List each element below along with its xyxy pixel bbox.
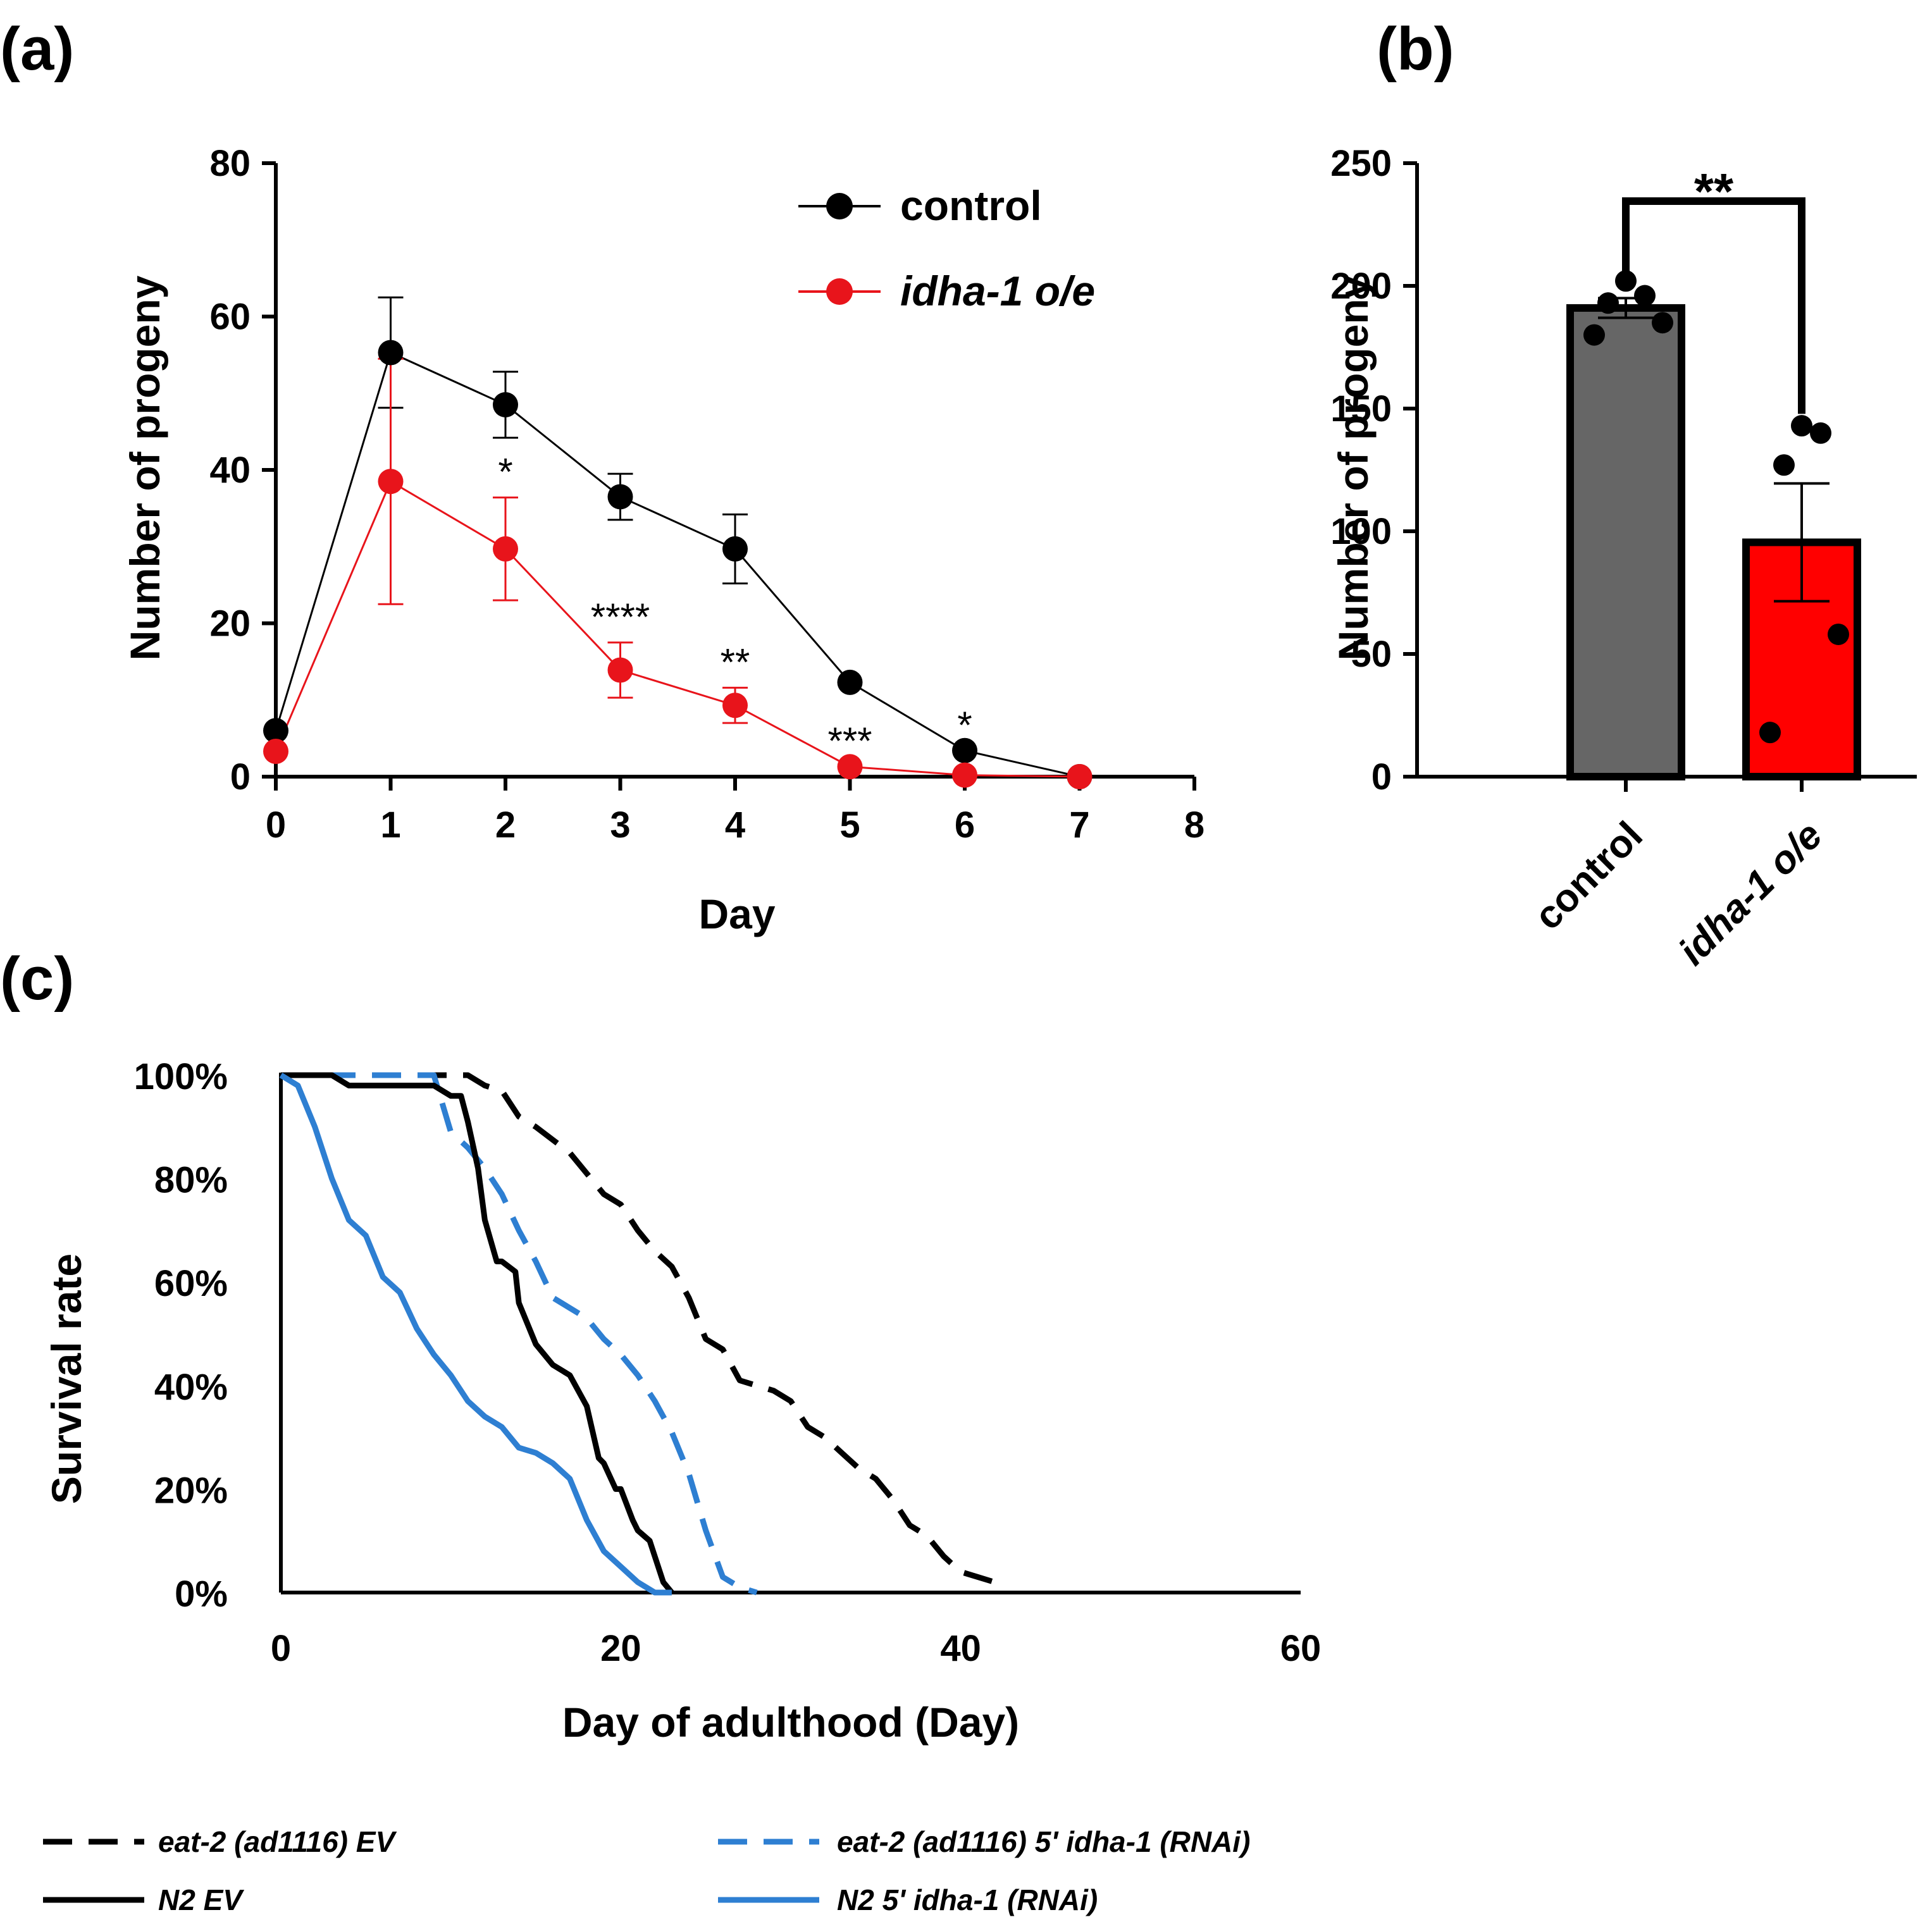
data-point-control (1652, 312, 1673, 334)
panel-a-x-tick-label: 3 (610, 804, 630, 846)
data-point-control (493, 391, 518, 417)
legend-eat2-rnai-label: eat-2 (ad1116) 5' idha-1 (RNAi) (837, 1825, 1250, 1858)
panel-a-label: (a) (0, 15, 74, 83)
survival-curve-n2-5-idha-1-rnai (279, 1073, 672, 1596)
panel-a-y-tick-label: 40 (209, 450, 251, 491)
panel-c-x-tick-label: 0 (271, 1628, 291, 1669)
panel-b-y-tick-label: 200 (1330, 266, 1392, 307)
survival-curve-eat-2-ad1116-ev (281, 1072, 1006, 1594)
panel-c-y-tick-label: 20% (154, 1470, 228, 1511)
panel-a-y-tick-label: 0 (230, 756, 251, 798)
panel-a-x-tick-label: 8 (1184, 804, 1204, 846)
data-point-idha-1-o-e (1067, 764, 1093, 789)
panel-a-x-tick-label: 5 (839, 804, 860, 846)
legend-idha-marker (826, 278, 853, 305)
bar-control (1566, 304, 1685, 781)
panel-b-xcat-idha: idha-1 o/e (1670, 813, 1830, 973)
data-point-idha-1-o-e (1828, 623, 1849, 645)
legend-control-label: control (900, 182, 1042, 229)
panel-b-y-tick-label: 150 (1330, 388, 1392, 429)
significance-bracket (1622, 197, 1805, 414)
panel-a-y-tick-label: 80 (209, 143, 251, 184)
data-point-control (837, 669, 863, 695)
panel-b-y-title: Number of progeny (1330, 275, 1377, 660)
panel-b: (b) 0 50 100 150 200 250 ** Number of progeny… (1330, 15, 1917, 974)
panel-b-y-tick-label: 50 (1351, 634, 1392, 675)
data-point-idha-1-o-e (1773, 454, 1795, 476)
data-point-control (952, 737, 977, 763)
panel-c-legend: eat-2 (ad1116) EV eat-2 (ad1116) 5' idha… (43, 1825, 1250, 1916)
data-point-idha-1-o-e (1810, 422, 1831, 444)
data-point-control (722, 536, 748, 562)
data-point-idha-1-o-e (722, 693, 748, 718)
panel-a-y-tick-label: 60 (209, 297, 251, 338)
data-point-idha-1-o-e (952, 762, 977, 788)
legend-n2-rnai-label: N2 5' idha-1 (RNAi) (837, 1883, 1098, 1916)
panel-c-y-tick-label: 0% (175, 1574, 228, 1615)
survival-curve-n2-ev (281, 1072, 674, 1594)
panel-a-x-tick-label: 6 (955, 804, 975, 846)
panel-c-axes: 0% 20% 40% 60% 80% 100% 0 20 40 60 (134, 1056, 1322, 1669)
panel-a-x-tick-label: 4 (725, 804, 745, 846)
legend-control-marker (826, 193, 853, 219)
significance-label: ** (1694, 163, 1734, 219)
panel-b-y-tick-label: 100 (1330, 511, 1392, 552)
panel-c-y-tick-label: 100% (134, 1056, 228, 1097)
panel-c-y-title: Survival rate (43, 1254, 90, 1504)
data-point-control (263, 718, 288, 744)
panel-c-plot (279, 1072, 1006, 1596)
data-point-idha-1-o-e (1759, 722, 1781, 744)
series-line-idha-1-o-e (275, 480, 1080, 778)
panel-b-label: (b) (1377, 15, 1454, 83)
panel-c-x-tick-label: 60 (1280, 1628, 1322, 1669)
panel-b-y-tick-label: 250 (1330, 143, 1392, 184)
panel-c-x-tick-label: 20 (600, 1628, 641, 1669)
panel-c-y-tick-label: 40% (154, 1367, 228, 1408)
data-point-control (1597, 292, 1619, 314)
data-point-control (1583, 324, 1605, 346)
panel-c-label: (c) (0, 945, 74, 1013)
data-point-idha-1-o-e (493, 536, 518, 562)
panel-a-legend: control idha-1 o/e (798, 182, 1095, 314)
data-point-control (607, 484, 633, 510)
series-line-control (275, 351, 1080, 778)
legend-n2-ev-label: N2 EV (158, 1883, 244, 1916)
panel-a-y-title: Number of progeny (121, 275, 168, 660)
data-point-control (1634, 285, 1656, 307)
panel-c-x-tick-label: 40 (940, 1628, 981, 1669)
panel-c: (c) 0% 20% 40% 60% 80% 100% 0 20 40 60 Day of adu… (0, 945, 1321, 1916)
panel-c-y-tick-label: 80% (154, 1160, 228, 1201)
panel-a-plot: ********** * (263, 296, 1093, 789)
panel-a-axes: 0 20 40 60 80 0 1 2 3 4 5 6 7 8 (209, 143, 1204, 846)
panel-b-y-tick-label: 0 (1372, 756, 1392, 798)
panel-a-x-tick-label: 0 (266, 804, 286, 846)
panel-b-xcat-control: control (1526, 813, 1651, 938)
significance-star: *** (827, 720, 872, 762)
significance-star: **** (591, 596, 650, 638)
panel-c-x-title: Day of adulthood (Day) (562, 1699, 1019, 1746)
data-point-idha-1-o-e (1791, 415, 1812, 437)
panel-a-y-tick-label: 20 (209, 603, 251, 644)
data-point-idha-1-o-e (263, 738, 288, 764)
data-point-idha-1-o-e (607, 657, 633, 683)
panel-a-x-tick-label: 1 (380, 804, 400, 846)
survival-curve-eat-2-ad1116-5-idha-1-rnai (281, 1072, 758, 1596)
significance-star: ** (721, 641, 750, 683)
legend-eat2-ev-label: eat-2 (ad1116) EV (158, 1825, 397, 1858)
significance-star: * (957, 704, 972, 746)
panel-c-y-tick-label: 60% (154, 1263, 228, 1304)
panel-a-x-title: Day (698, 891, 775, 937)
panel-b-plot: ** (1566, 163, 1861, 781)
significance-star: * (498, 451, 512, 493)
data-point-idha-1-o-e (378, 469, 404, 495)
panel-a-x-tick-label: 7 (1069, 804, 1089, 846)
legend-idha-label: idha-1 o/e (900, 268, 1095, 314)
data-point-control (378, 340, 404, 366)
data-point-idha-1-o-e (837, 754, 863, 780)
panel-a-x-tick-label: 2 (495, 804, 516, 846)
